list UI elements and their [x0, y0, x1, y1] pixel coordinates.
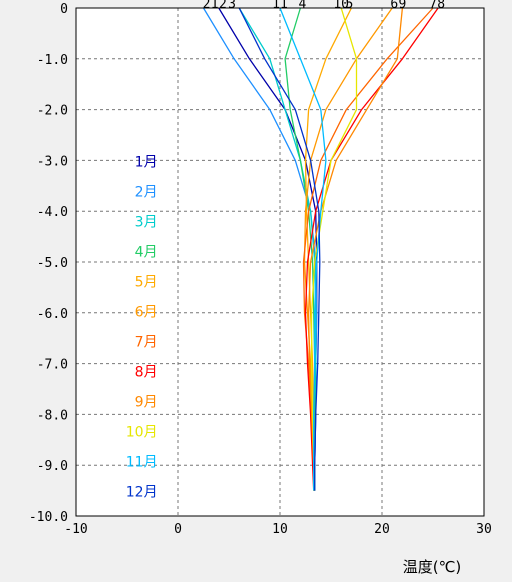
- top-label-11: 8: [437, 0, 445, 12]
- x-axis-label: 温度(℃): [403, 558, 462, 576]
- y-tick-label-5: -5.0: [37, 256, 68, 271]
- x-axis-ticks: -10 0 10 20 30: [64, 522, 492, 537]
- legend-entry-10: 10月: [126, 425, 158, 441]
- series-lines: [202, 7, 439, 491]
- y-tick-label-9: -9.0: [37, 459, 68, 474]
- y-tick-label-7: -7.0: [37, 358, 68, 373]
- top-label-6: 10: [333, 0, 349, 12]
- legend-entry-9: 9月: [135, 395, 158, 411]
- y-tick-label-3: -3.0: [37, 154, 68, 169]
- top-label-3: 3: [228, 0, 236, 12]
- x-tick-label-2: 10: [272, 522, 288, 537]
- x-tick-label-3: 20: [374, 522, 390, 537]
- y-tick-label-8: -8.0: [37, 408, 68, 423]
- x-tick-label-1: 0: [174, 522, 182, 537]
- series-line-11: [279, 7, 327, 491]
- y-tick-label-6: -6.0: [37, 307, 68, 322]
- series-line-12: [238, 7, 321, 491]
- series-line-8: [304, 7, 439, 491]
- legend-entry-4: 4月: [135, 244, 158, 260]
- y-tick-label-2: -2.0: [37, 104, 68, 119]
- top-label-8: 9: [398, 0, 406, 12]
- top-label-10: 7: [429, 0, 437, 12]
- y-tick-label-0: 0: [60, 2, 68, 17]
- top-label-4: 11: [272, 0, 288, 12]
- top-label-5: 4: [299, 0, 307, 12]
- series-line-10: [310, 7, 358, 491]
- legend-entry-1: 1月: [135, 154, 158, 170]
- y-tick-label-10: -10.0: [29, 510, 68, 525]
- y-tick-label-4: -4.0: [37, 205, 68, 220]
- x-tick-label-0: -10: [64, 522, 87, 537]
- series-line-9: [307, 7, 404, 491]
- top-label-7: 5: [345, 0, 353, 12]
- legend-entry-8: 8月: [135, 365, 158, 381]
- y-tick-label-1: -1.0: [37, 53, 68, 68]
- legend-entry-7: 7月: [135, 335, 158, 351]
- top-labels: 2 1 2 3 11 4 105 96 7 8: [203, 0, 445, 12]
- top-label-2: 2: [219, 0, 227, 12]
- legend: 1月 2月 3月 4月 5月 6月 7月 8月 9月 10月 11月 12月: [126, 154, 158, 500]
- legend-entry-3: 3月: [135, 214, 158, 230]
- grid-lines: [76, 8, 484, 516]
- top-label-0: 2: [203, 0, 211, 12]
- legend-entry-2: 2月: [135, 184, 158, 200]
- plot-frame: [75, 7, 485, 517]
- legend-entry-12: 12月: [126, 485, 158, 501]
- legend-entry-11: 11月: [126, 455, 158, 471]
- legend-entry-5: 5月: [135, 274, 158, 290]
- top-label-9: 6: [390, 0, 398, 12]
- x-tick-label-4: 30: [476, 522, 492, 537]
- legend-entry-6: 6月: [135, 304, 158, 320]
- top-label-1: 1: [211, 0, 219, 12]
- y-axis-ticks: 0 -1.0 -2.0 -3.0 -4.0 -5.0 -6.0 -7.0 -8.0 -9.0 -10…: [29, 2, 68, 525]
- series-line-4: [284, 7, 316, 491]
